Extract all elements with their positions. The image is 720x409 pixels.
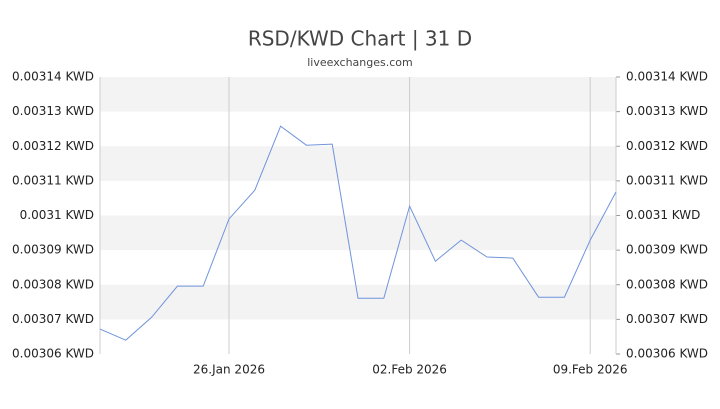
y-tick-label: 0.00313 KWD — [12, 104, 94, 118]
y2-tick-label: 0.00306 KWD — [626, 347, 708, 361]
data-line — [99, 125, 617, 341]
grid-band — [100, 146, 616, 181]
x-tick-label: 02.Feb 2026 — [372, 363, 447, 377]
y2-tick-label: 0.00307 KWD — [626, 312, 708, 326]
y-tick-label: 0.00314 KWD — [12, 70, 94, 84]
y2-tick-label: 0.00308 KWD — [626, 277, 708, 291]
y-tick-label: 0.00311 KWD — [12, 173, 94, 187]
y-tick-label: 0.00312 KWD — [12, 139, 94, 153]
chart-title: RSD/KWD Chart | 31 D — [248, 27, 472, 51]
y2-tick-label: 0.00313 KWD — [626, 104, 708, 118]
y-tick-label: 0.00306 KWD — [12, 347, 94, 361]
grid-band — [100, 284, 616, 320]
y-tick-label: 0.00308 KWD — [12, 277, 94, 291]
grid-band — [100, 77, 616, 112]
y2-tick-label: 0.00312 KWD — [626, 139, 708, 153]
x-tick-label: 09.Feb 2026 — [553, 363, 628, 377]
y2-tick-label: 0.00311 KWD — [626, 173, 708, 187]
y2-tick-label: 0.0031 KWD — [626, 208, 700, 222]
y2-tick-label: 0.00314 KWD — [626, 70, 708, 84]
x-tick-label: 26.Jan 2026 — [193, 363, 265, 377]
y-tick-label: 0.00309 KWD — [12, 243, 94, 257]
y-tick-label: 0.00307 KWD — [12, 312, 94, 326]
grid-band — [100, 215, 616, 251]
y-tick-label: 0.0031 KWD — [20, 208, 94, 222]
chart-subtitle: liveexchanges.com — [307, 56, 412, 69]
y2-tick-label: 0.00309 KWD — [626, 243, 708, 257]
